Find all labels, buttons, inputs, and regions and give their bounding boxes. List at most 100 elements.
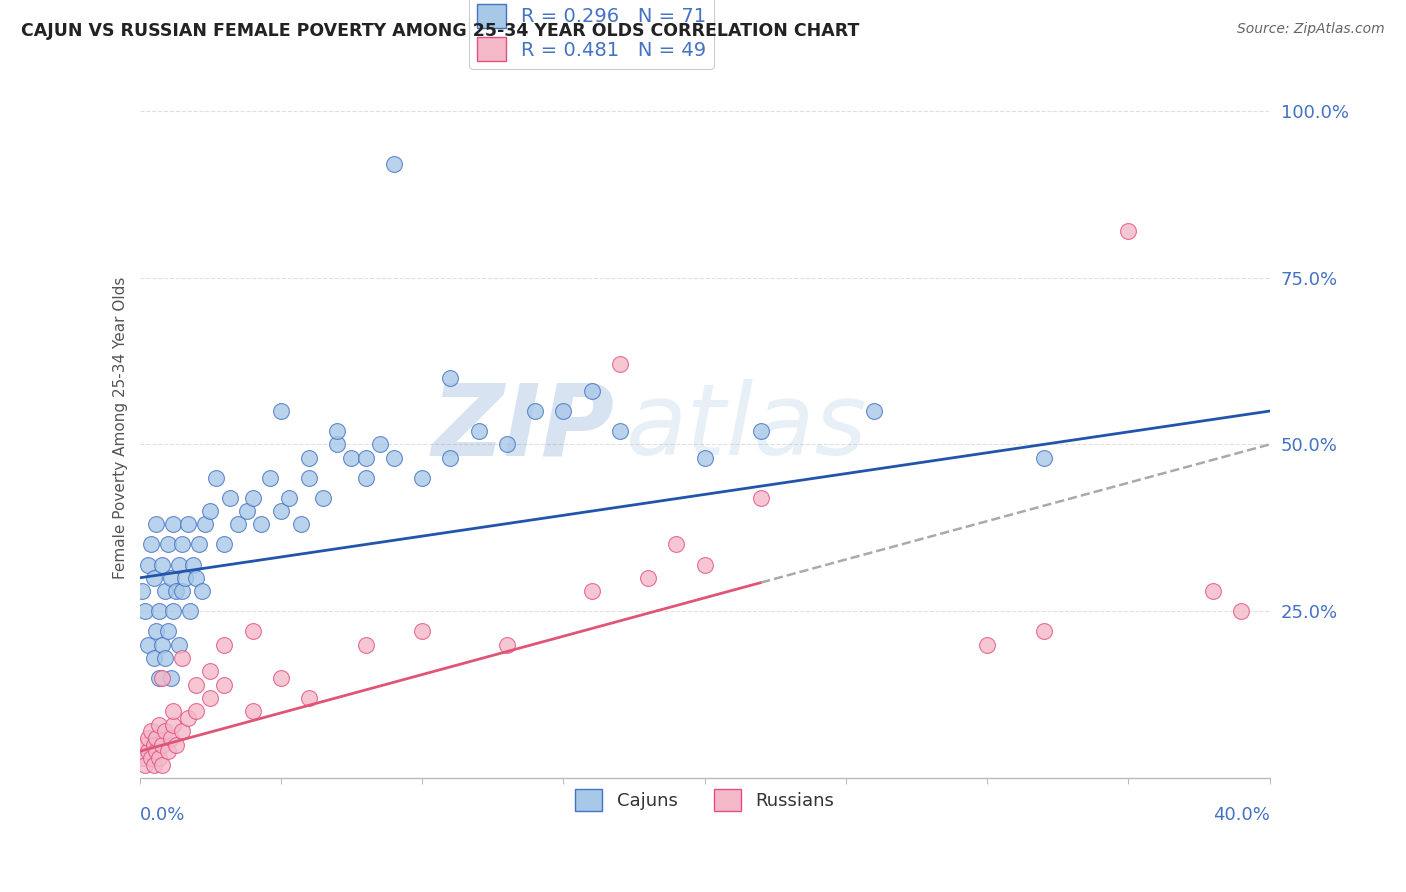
Point xyxy=(150,638,173,652)
Point xyxy=(184,571,207,585)
Point xyxy=(219,491,242,505)
Point xyxy=(1118,224,1140,238)
Point xyxy=(354,471,377,485)
Point xyxy=(214,677,236,691)
Point xyxy=(976,638,998,652)
Point xyxy=(693,450,716,465)
Text: 0.0%: 0.0% xyxy=(139,806,186,824)
Point xyxy=(665,537,688,551)
Y-axis label: Female Poverty Among 25-34 Year Olds: Female Poverty Among 25-34 Year Olds xyxy=(114,277,128,579)
Point xyxy=(609,357,631,371)
Point xyxy=(176,711,198,725)
Point xyxy=(170,724,193,739)
Point xyxy=(637,571,659,585)
Point xyxy=(382,450,405,465)
Point xyxy=(467,424,489,438)
Point xyxy=(439,450,461,465)
Point xyxy=(1230,604,1253,618)
Point xyxy=(193,517,215,532)
Point xyxy=(326,437,349,451)
Point xyxy=(159,571,181,585)
Point xyxy=(142,738,165,752)
Point xyxy=(162,604,184,618)
Point xyxy=(382,157,405,171)
Point xyxy=(228,517,250,532)
Point xyxy=(162,517,184,532)
Point xyxy=(198,690,221,705)
Point xyxy=(581,384,603,398)
Point xyxy=(148,717,170,731)
Point xyxy=(439,370,461,384)
Point xyxy=(198,665,221,679)
Point xyxy=(139,537,162,551)
Point xyxy=(354,450,377,465)
Text: atlas: atlas xyxy=(626,379,868,476)
Point xyxy=(145,624,167,639)
Point xyxy=(162,704,184,718)
Point xyxy=(312,491,335,505)
Point xyxy=(198,504,221,518)
Point xyxy=(181,558,204,572)
Point xyxy=(153,724,176,739)
Point xyxy=(863,404,886,418)
Point xyxy=(145,517,167,532)
Point xyxy=(142,757,165,772)
Point xyxy=(340,450,363,465)
Point xyxy=(187,537,209,551)
Point xyxy=(524,404,547,418)
Point xyxy=(214,537,236,551)
Point xyxy=(159,671,181,685)
Point xyxy=(250,517,273,532)
Point xyxy=(326,424,349,438)
Text: CAJUN VS RUSSIAN FEMALE POVERTY AMONG 25-34 YEAR OLDS CORRELATION CHART: CAJUN VS RUSSIAN FEMALE POVERTY AMONG 25… xyxy=(21,22,859,40)
Point xyxy=(242,704,264,718)
Point xyxy=(131,751,153,765)
Point xyxy=(134,738,156,752)
Point xyxy=(136,558,159,572)
Point xyxy=(749,424,772,438)
Point xyxy=(298,450,321,465)
Point xyxy=(170,537,193,551)
Point xyxy=(270,671,292,685)
Point xyxy=(184,704,207,718)
Point xyxy=(150,757,173,772)
Point xyxy=(411,624,433,639)
Point xyxy=(145,731,167,745)
Point xyxy=(609,424,631,438)
Point xyxy=(136,638,159,652)
Point xyxy=(156,624,179,639)
Point xyxy=(165,584,187,599)
Point xyxy=(1202,584,1225,599)
Point xyxy=(1032,450,1054,465)
Point xyxy=(139,751,162,765)
Point xyxy=(136,744,159,758)
Point xyxy=(298,690,321,705)
Point xyxy=(139,724,162,739)
Point xyxy=(190,584,212,599)
Point xyxy=(173,571,195,585)
Point xyxy=(150,671,173,685)
Point xyxy=(242,624,264,639)
Point xyxy=(242,491,264,505)
Point xyxy=(170,584,193,599)
Point xyxy=(153,584,176,599)
Point xyxy=(159,731,181,745)
Point xyxy=(142,571,165,585)
Point xyxy=(165,738,187,752)
Point xyxy=(270,504,292,518)
Point xyxy=(214,638,236,652)
Text: 40.0%: 40.0% xyxy=(1213,806,1270,824)
Point xyxy=(290,517,312,532)
Point xyxy=(368,437,391,451)
Point xyxy=(411,471,433,485)
Point xyxy=(142,651,165,665)
Text: Source: ZipAtlas.com: Source: ZipAtlas.com xyxy=(1237,22,1385,37)
Point xyxy=(150,558,173,572)
Point xyxy=(134,604,156,618)
Point xyxy=(236,504,259,518)
Point xyxy=(1032,624,1054,639)
Point xyxy=(270,404,292,418)
Point xyxy=(749,491,772,505)
Point xyxy=(581,584,603,599)
Point xyxy=(553,404,575,418)
